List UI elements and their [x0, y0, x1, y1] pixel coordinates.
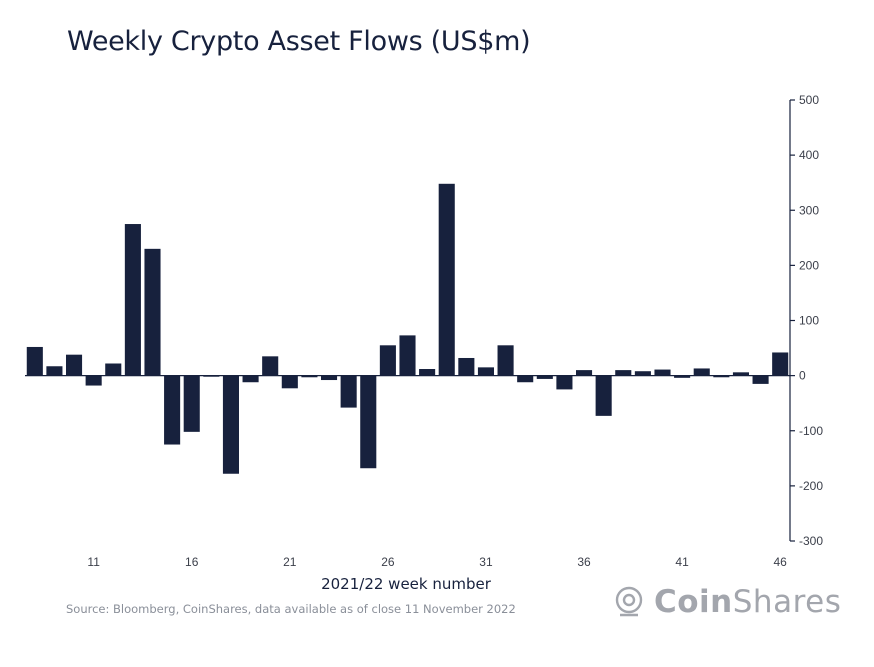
x-tick-label: 26: [381, 555, 395, 569]
x-tick-label: 36: [577, 555, 591, 569]
bar-week-19: [242, 375, 259, 383]
y-tick-label: 300: [799, 203, 819, 217]
bar-week-33: [517, 375, 534, 383]
bar-week-18: [222, 375, 240, 474]
bar-week-28: [419, 369, 436, 376]
bar-week-13: [124, 224, 141, 376]
bar-week-31: [477, 367, 495, 376]
bar-week-14: [144, 248, 161, 376]
y-tick-label: 100: [799, 314, 819, 328]
bar-week-45: [752, 375, 769, 384]
bar-week-44: [732, 372, 750, 376]
x-tick-label: 21: [283, 555, 297, 569]
brand-name-light: Shares: [732, 584, 842, 620]
bar-week-11: [85, 375, 102, 386]
bar-week-20: [262, 356, 279, 376]
y-tick-label: 200: [799, 258, 819, 272]
bar-week-30: [458, 357, 475, 376]
bar-week-26: [379, 345, 396, 376]
bar-week-40: [654, 369, 671, 376]
x-tick-label: 11: [87, 555, 100, 569]
y-tick-label: -300: [799, 534, 823, 548]
bar-week-36: [575, 370, 593, 376]
y-tick-label: 400: [799, 148, 819, 162]
x-tick-label: 46: [774, 555, 788, 569]
bar-week-10: [65, 354, 83, 376]
bar-week-42: [693, 368, 710, 376]
bar-week-46: [772, 352, 789, 376]
brand-name: CoinShares: [654, 584, 841, 620]
bar-week-24: [340, 375, 357, 408]
bar-week-8: [26, 346, 43, 376]
bar-week-29: [438, 183, 455, 376]
bar-week-23: [320, 375, 338, 381]
y-tick-label: 500: [799, 93, 819, 107]
x-tick-label: 31: [479, 555, 493, 569]
bar-week-25: [360, 375, 377, 469]
brand-logo: CoinShares: [612, 580, 841, 624]
bar-week-15: [164, 375, 181, 445]
bar-week-41: [674, 375, 691, 378]
chart-title: Weekly Crypto Asset Flows (US$m): [67, 26, 531, 57]
bar-week-37: [595, 375, 612, 416]
bar-week-9: [46, 366, 63, 376]
brand-name-bold: Coin: [654, 584, 733, 620]
y-tick-label: -100: [799, 424, 823, 438]
coinshares-logo-icon: [615, 586, 643, 617]
x-tick-label: 16: [185, 555, 199, 569]
bar-week-34: [536, 375, 553, 379]
bar-week-35: [556, 375, 573, 390]
bar-week-12: [105, 363, 122, 376]
bar-week-22: [301, 375, 318, 378]
source-note: Source: Bloomberg, CoinShares, data avai…: [66, 602, 516, 616]
bar-week-39: [634, 371, 651, 376]
bar-week-21: [281, 375, 298, 389]
x-tick-label: 41: [675, 555, 689, 569]
bar-week-38: [615, 370, 632, 376]
y-tick-label: -200: [799, 479, 823, 493]
bar-week-27: [399, 335, 416, 376]
bar-week-43: [713, 375, 730, 378]
y-tick-label: 0: [799, 369, 806, 383]
bar-week-16: [183, 375, 200, 432]
x-axis-label: 2021/22 week number: [321, 575, 492, 593]
bar-week-32: [497, 345, 514, 376]
